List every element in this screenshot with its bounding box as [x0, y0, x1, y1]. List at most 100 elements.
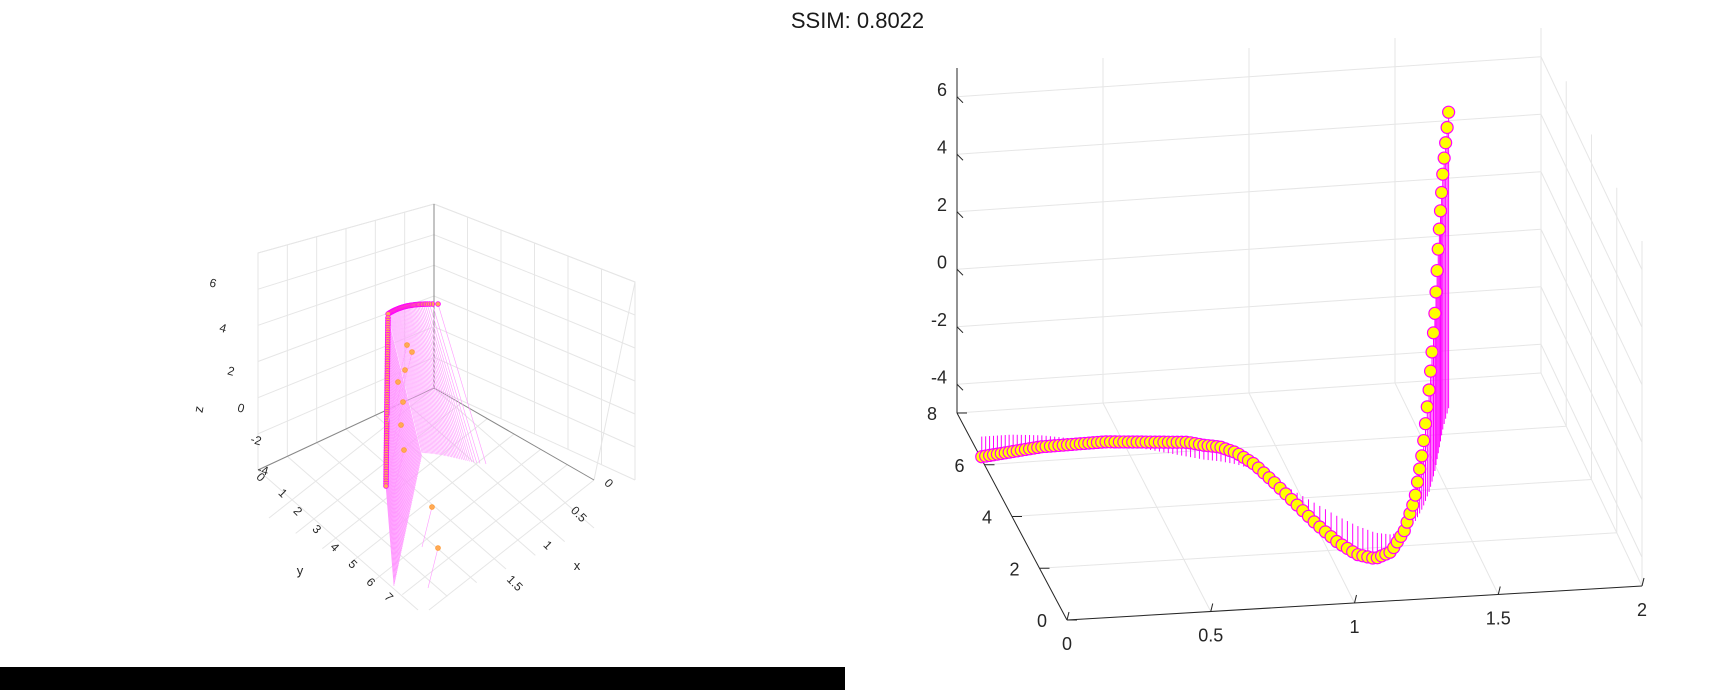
- stem-line: [386, 377, 413, 503]
- stem-line: [398, 308, 439, 455]
- stem-line: [387, 381, 399, 423]
- stem-line: [387, 339, 419, 474]
- stem-marker: [383, 483, 389, 489]
- stem-line: [396, 309, 435, 455]
- stem-line: [432, 303, 481, 464]
- stem-line: [404, 306, 447, 457]
- floor-grid-y: [1039, 532, 1617, 569]
- stem-line: [386, 401, 409, 522]
- stem-line: [386, 437, 403, 550]
- stem-marker: [1413, 462, 1427, 476]
- floor-grid-b: [428, 479, 595, 611]
- stem-line: [392, 310, 430, 454]
- stem-line: [387, 375, 413, 502]
- stem-marker: [1408, 488, 1422, 502]
- z-tick-label: 4: [937, 137, 947, 157]
- stem-line: [406, 305, 450, 457]
- stem-marker: [1440, 120, 1454, 135]
- z-tick-mark: [956, 383, 964, 391]
- stem-marker: [1415, 449, 1429, 463]
- stem-line: [402, 306, 444, 456]
- stem-line: [386, 404, 408, 524]
- z-tick-label: -2: [249, 432, 263, 448]
- stem-line: [391, 311, 429, 454]
- stem-marker: [401, 447, 407, 453]
- stem-line: [387, 370, 414, 498]
- stem-line: [387, 368, 414, 496]
- stem-line: [386, 385, 411, 509]
- left-wall-hgrid: [257, 264, 435, 326]
- stem-marker: [1429, 285, 1443, 299]
- right-grid: [956, 28, 1643, 621]
- right-wall-hgrid: [433, 326, 636, 415]
- x-tick-mark: [1497, 586, 1501, 595]
- stem-line: [386, 416, 406, 533]
- sidewall-grid-z: [1540, 229, 1643, 443]
- stem-marker: [435, 545, 441, 551]
- stem-line: [387, 351, 417, 483]
- stem-line: [422, 304, 470, 462]
- stem-line: [386, 380, 412, 505]
- stem-line: [418, 304, 464, 461]
- stem-marker: [1410, 475, 1425, 489]
- y-tick-label: 4: [982, 508, 992, 528]
- stem-line: [400, 307, 441, 456]
- left-wall-hgrid: [257, 203, 435, 254]
- stem-line: [424, 304, 472, 462]
- stem-line: [421, 506, 433, 548]
- stem-line: [399, 307, 440, 455]
- stem-line: [395, 309, 434, 454]
- x-tick-label: 0.5: [1198, 626, 1223, 646]
- stem-line: [429, 303, 478, 464]
- stem-line: [386, 440, 402, 551]
- stem-line: [393, 310, 431, 454]
- z-tick-mark: [956, 326, 964, 334]
- stem-line: [415, 304, 461, 460]
- stem-marker: [1422, 383, 1436, 397]
- right-wall-hgrid: [433, 234, 636, 316]
- stem-line: [387, 313, 423, 454]
- stem-line: [386, 406, 408, 526]
- x-tick-label: 1.5: [1486, 609, 1511, 629]
- stem-marker: [1426, 326, 1441, 340]
- stem-line: [421, 304, 468, 462]
- stem-line: [387, 353, 417, 485]
- right-axes: 0 0.5 1 1.5 2 0 2 4 6 8 6 4 2 0 -2 -4: [927, 68, 1647, 654]
- right-wall-hgrid: [433, 203, 636, 283]
- stem-line: [385, 473, 397, 577]
- floor-grid-y: [984, 425, 1567, 466]
- x-tick-label: 1: [1349, 617, 1359, 637]
- stem-line: [385, 471, 397, 575]
- x-tick-mark: [1354, 594, 1357, 604]
- floor-grid-b: [348, 433, 515, 565]
- left-wall-hgrid: [257, 234, 435, 290]
- floor-grid-a: [257, 469, 419, 611]
- z-tick-label: 2: [937, 195, 947, 215]
- stem-marker: [1436, 167, 1450, 181]
- stem-line: [403, 306, 446, 456]
- stem-marker: [1439, 136, 1453, 150]
- z-tick-label: -2: [931, 310, 947, 330]
- stem-marker: [398, 422, 404, 428]
- x-back-line: [433, 387, 595, 481]
- stem-line: [386, 411, 407, 529]
- stem-marker: [409, 349, 415, 355]
- right-wall-hgrid: [433, 264, 636, 349]
- sidewall-grid-z: [1540, 286, 1643, 500]
- stem-line: [386, 435, 403, 548]
- floor-grid-b: [295, 402, 461, 534]
- stem-line: [401, 307, 443, 456]
- stem-marker: [1425, 345, 1439, 359]
- stem-line: [387, 329, 420, 466]
- y-tick-label: 2: [1009, 559, 1019, 579]
- stem-line: [386, 382, 412, 507]
- z-tick-mark: [956, 153, 964, 161]
- stem-line: [386, 409, 407, 527]
- stem-marker: [1433, 204, 1448, 218]
- sidewall-grid-z: [1540, 344, 1643, 558]
- stem-line: [385, 485, 395, 587]
- stem-line: [412, 304, 457, 459]
- z-tick-mark: [956, 211, 964, 219]
- stem-line: [386, 413, 407, 531]
- stem-marker: [1417, 433, 1431, 448]
